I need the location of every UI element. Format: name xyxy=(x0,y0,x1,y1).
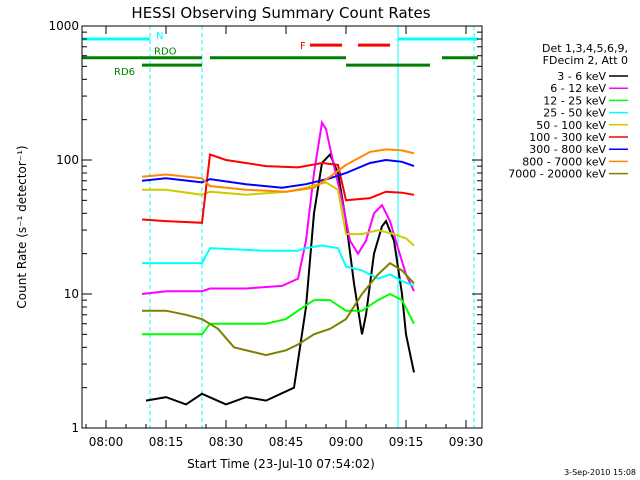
series-line-25-50-kev xyxy=(142,244,415,287)
y-axis-ticks: 1 10 100 1000 xyxy=(48,19,482,435)
series-line-100-300-kev xyxy=(141,153,415,224)
state-vlines xyxy=(149,26,475,428)
y-axis-label: Count Rate (s⁻¹ detector⁻¹) xyxy=(15,145,29,308)
legend: Det 1,3,4,5,6,9, FDecim 2, Att 0 3 - 6 k… xyxy=(508,42,628,181)
legend-label-300-800-kev: 300 - 800 keV xyxy=(529,143,606,156)
legend-label-12-25-kev: 12 - 25 keV xyxy=(543,94,606,107)
state-label-rdo: RDO xyxy=(154,47,177,58)
x-axis-label: Start Time (23-Jul-10 07:54:02) xyxy=(187,457,375,471)
legend-header-line-2: FDecim 2, Att 0 xyxy=(543,54,628,67)
chart-title: HESSI Observing Summary Count Rates xyxy=(131,4,430,22)
state-bars: N RDO RD6 F xyxy=(82,31,478,78)
x-axis-ticks: 08:00 08:15 08:30 08:45 09:00 09:15 09:30 xyxy=(85,26,484,449)
y-tick-label: 10 xyxy=(64,287,79,301)
state-label-rd6: RD6 xyxy=(114,67,135,78)
series-line-300-800-kev xyxy=(141,158,415,189)
footer-date: 3-Sep-2010 15:08 xyxy=(564,468,636,477)
x-tick-label: 09:15 xyxy=(389,435,424,449)
x-tick-label: 09:00 xyxy=(329,435,364,449)
series-line-6-12-kev xyxy=(141,119,415,295)
legend-label-3-6-kev: 3 - 6 keV xyxy=(557,70,606,83)
state-label-n: N xyxy=(156,31,163,42)
series-line-800-7000-kev xyxy=(141,148,415,193)
series-line-7000-20000-kev xyxy=(142,261,415,357)
x-tick-label: 08:00 xyxy=(89,435,124,449)
y-tick-label: 1000 xyxy=(48,19,79,33)
legend-label-7000-20000-kev: 7000 - 20000 keV xyxy=(508,168,606,181)
plot-frame xyxy=(81,25,483,429)
legend-header-line-1: Det 1,3,4,5,6,9, xyxy=(542,42,628,55)
y-tick-label: 100 xyxy=(56,153,79,167)
y-tick-label: 1 xyxy=(71,421,79,435)
legend-label-800-7000-kev: 800 - 7000 keV xyxy=(522,155,606,168)
legend-label-100-300-kev: 100 - 300 keV xyxy=(529,131,606,144)
x-tick-label: 08:45 xyxy=(269,435,304,449)
x-tick-label: 08:30 xyxy=(209,435,244,449)
state-label-f: F xyxy=(300,41,306,52)
series-line-12-25-kev xyxy=(142,292,415,336)
x-tick-label: 08:15 xyxy=(149,435,184,449)
legend-label-50-100-kev: 50 - 100 keV xyxy=(536,119,606,132)
series-lines xyxy=(141,119,415,406)
legend-label-25-50-kev: 25 - 50 keV xyxy=(543,107,606,120)
x-tick-label: 09:30 xyxy=(449,435,484,449)
legend-label-6-12-kev: 6 - 12 keV xyxy=(550,82,606,95)
